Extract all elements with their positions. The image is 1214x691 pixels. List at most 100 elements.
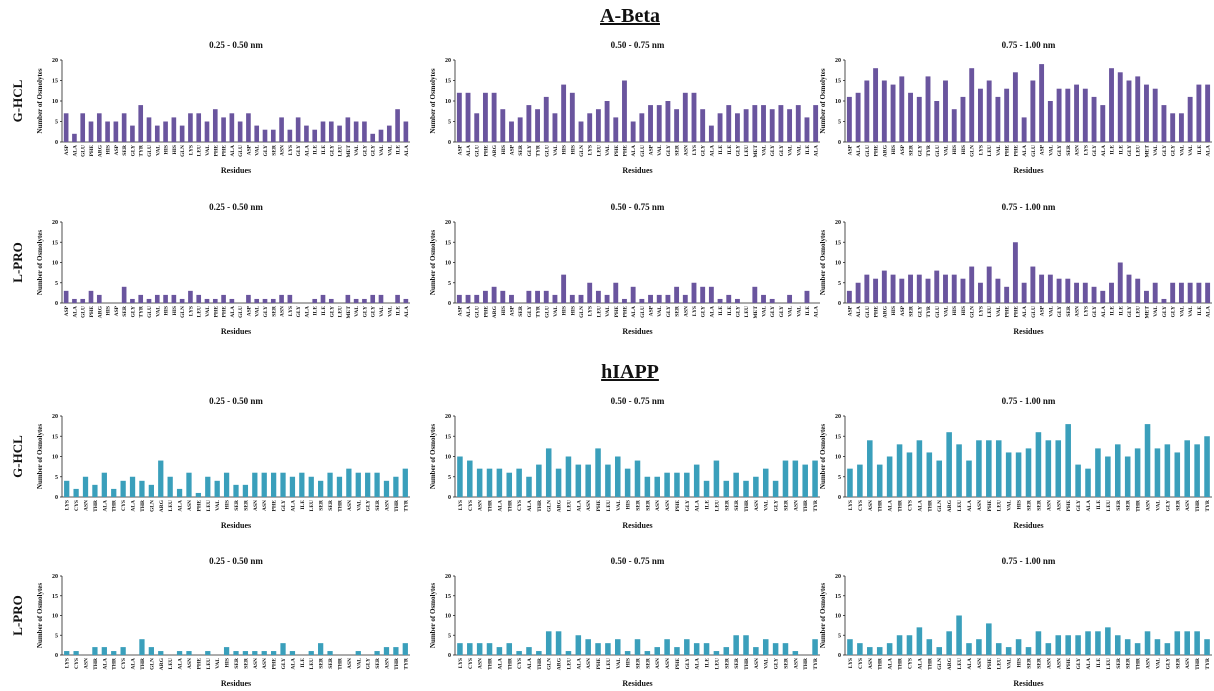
y-tick-label: 20: [445, 414, 451, 420]
bar: [113, 121, 119, 142]
bar: [743, 109, 749, 142]
x-tick-label: HIS: [172, 145, 178, 154]
bar: [196, 113, 202, 142]
x-axis-label: Residues: [221, 679, 251, 688]
bar: [1045, 440, 1052, 497]
bar: [374, 472, 380, 497]
x-tick-label: VAL: [155, 145, 161, 156]
bar: [575, 464, 582, 497]
bar: [1100, 290, 1106, 303]
bar: [1056, 88, 1062, 142]
x-tick-label: GLY: [296, 145, 302, 156]
x-tick-label: ILE: [805, 306, 811, 316]
x-tick-label: ALA: [1101, 306, 1107, 318]
y-tick-label: 10: [445, 455, 451, 461]
x-tick-label: ILE: [705, 500, 711, 510]
bar: [857, 643, 863, 655]
x-tick-label: THR: [878, 657, 884, 670]
y-tick-label: 0: [448, 653, 451, 659]
x-tick-label: LYS: [288, 145, 294, 155]
bar: [1152, 282, 1158, 303]
bar: [772, 480, 779, 497]
x-tick-label: HIS: [626, 500, 632, 509]
x-tick-label: TYR: [1205, 499, 1211, 512]
bar: [516, 651, 522, 655]
x-tick-label: GLU: [1031, 145, 1037, 157]
x-tick-label: VAL: [1048, 145, 1054, 156]
x-tick-label: GLY: [1165, 658, 1171, 669]
x-tick-label: ASN: [683, 306, 689, 317]
x-tick-label: ALA: [631, 145, 637, 157]
x-tick-label: SER: [734, 657, 740, 669]
y-axis-label: Number of Osmolytes: [36, 424, 44, 489]
bar: [1047, 274, 1053, 303]
bar: [684, 639, 690, 655]
y-tick-label: 5: [55, 633, 58, 639]
bar: [886, 456, 893, 497]
x-tick-label: ASN: [586, 500, 592, 511]
bar: [936, 460, 943, 497]
y-tick-label: 20: [445, 58, 451, 64]
x-tick-label: VAL: [387, 306, 393, 317]
bar: [402, 643, 408, 655]
bar: [111, 651, 117, 655]
bar: [92, 647, 98, 655]
bar: [624, 468, 631, 497]
bar: [1178, 113, 1184, 142]
y-tick-label: 15: [52, 594, 58, 600]
bar: [761, 105, 766, 142]
bar: [1126, 274, 1132, 303]
x-tick-label: THR: [394, 657, 400, 670]
x-tick-label: GLY: [366, 658, 372, 669]
x-tick-label: HIS: [172, 306, 178, 315]
bar: [1105, 456, 1111, 497]
bar: [926, 639, 933, 655]
bar: [1114, 635, 1121, 655]
bar: [693, 464, 700, 497]
bar: [1161, 298, 1167, 303]
y-tick-label: 5: [448, 120, 451, 126]
bar: [726, 105, 732, 142]
x-tick-label: ASN: [384, 500, 390, 511]
x-tick-label: GLU: [475, 306, 481, 318]
bar: [221, 294, 226, 303]
bar: [585, 639, 591, 655]
x-tick-label: PHE: [596, 658, 602, 670]
bar: [101, 472, 107, 497]
bar: [1134, 448, 1141, 497]
x-tick-label: ASN: [1075, 306, 1081, 317]
bar: [743, 480, 749, 497]
x-tick-label: HIS: [952, 145, 958, 154]
x-tick-label: GLU: [935, 145, 941, 157]
x-tick-label: VAL: [553, 145, 559, 156]
x-tick-label: SER: [636, 499, 642, 511]
y-axis-label: Number of Osmolytes: [36, 230, 44, 295]
x-tick-label: LYS: [65, 500, 71, 510]
bar: [886, 643, 893, 655]
bar: [500, 290, 506, 303]
bar: [867, 440, 873, 497]
bar: [804, 290, 810, 303]
bar: [1056, 278, 1062, 303]
bar: [312, 129, 318, 142]
x-tick-label: SER: [724, 499, 730, 511]
bar: [467, 460, 473, 497]
x-tick-label: ALA: [102, 658, 108, 670]
y-tick-label: 5: [838, 281, 841, 287]
x-tick-label: SER: [1116, 499, 1122, 511]
bar: [813, 105, 819, 142]
chart-title: 0.25 - 0.50 nm: [209, 396, 263, 406]
x-tick-label: SER: [122, 144, 128, 156]
bar: [82, 476, 89, 497]
x-tick-label: GLN: [937, 658, 943, 670]
y-tick-label: 0: [838, 301, 841, 307]
x-tick-label: VAL: [996, 145, 1002, 156]
y-tick-label: 5: [838, 633, 841, 639]
bar: [977, 88, 983, 142]
x-tick-label: LYS: [588, 145, 594, 155]
x-tick-label: GLU: [544, 145, 550, 157]
x-tick-label: ILE: [1110, 306, 1116, 316]
bar: [526, 647, 532, 655]
y-tick-label: 20: [835, 574, 841, 580]
bar: [1204, 639, 1210, 655]
